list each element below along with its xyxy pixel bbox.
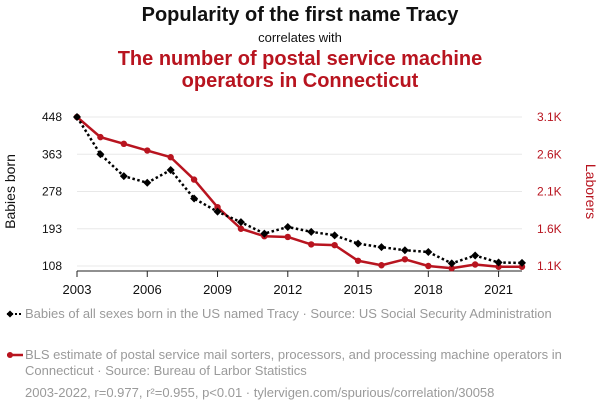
point-tracy	[447, 259, 456, 268]
point-tracy	[73, 113, 81, 121]
x-tick-label: 2012	[273, 282, 302, 297]
series-line-tracy	[75, 116, 523, 265]
point-tracy	[119, 172, 128, 181]
y-left-tick-label: 363	[42, 147, 62, 161]
point-tracy	[143, 178, 152, 187]
point-tracy	[354, 239, 363, 248]
point-tracy	[166, 166, 175, 175]
y-right-axis-label: Laborers	[583, 164, 599, 219]
point-postal	[144, 147, 151, 154]
legend-swatch-red-circle	[7, 352, 23, 358]
chart-subtitle: correlates with	[258, 30, 342, 45]
point-tracy	[213, 207, 222, 216]
x-tick-label: 2015	[344, 282, 373, 297]
x-tick-label: 2021	[484, 282, 513, 297]
point-postal	[214, 203, 221, 211]
point-postal	[97, 133, 104, 141]
point-postal	[308, 241, 315, 248]
grid-lines	[77, 116, 522, 267]
legend-label-tracy: Babies of all sexes born in the US named…	[25, 306, 552, 321]
point-postal	[120, 140, 128, 148]
chart-title: Popularity of the first name Tracy	[141, 4, 459, 26]
y-right-tick-label: 3.1K	[537, 110, 562, 124]
point-tracy	[330, 231, 339, 240]
point-tracy	[283, 222, 292, 231]
point-tracy	[377, 243, 386, 252]
point-tracy	[190, 194, 199, 203]
axes: 108 193 278 363 448 1.1K 1.6K 2.1K 2.6K 3.1K 2003 2…	[2, 110, 599, 297]
y-right-tick-label: 2.1K	[537, 185, 562, 199]
y-left-tick-label: 448	[42, 110, 62, 124]
point-postal	[237, 225, 245, 232]
point-postal	[284, 233, 291, 241]
point-postal	[378, 262, 385, 269]
point-postal	[495, 263, 502, 270]
second-title-line-2: operators in Connecticut	[181, 70, 419, 92]
y-left-tick-label: 108	[42, 259, 62, 273]
point-tracy	[471, 251, 480, 260]
y-left-tick-label: 278	[42, 185, 62, 199]
x-tick-label: 2006	[133, 282, 162, 297]
point-postal	[471, 261, 479, 268]
point-tracy	[400, 246, 409, 255]
point-tracy	[518, 258, 526, 267]
series-markers	[73, 113, 526, 272]
x-tick-label: 2009	[203, 282, 232, 297]
y-right-tick-label: 1.6K	[537, 222, 562, 236]
legend-label-postal: BLS estimate of postal service mail sort…	[25, 347, 562, 378]
chart-second-title: The number of postal service machine ope…	[0, 48, 600, 92]
point-postal	[425, 262, 432, 270]
point-tracy	[494, 258, 503, 267]
y-left-axis-label: Babies born	[2, 154, 18, 229]
series-line-postal	[76, 116, 522, 270]
legend-swatch-dotted-diamond	[6, 310, 23, 318]
footer-stats: 2003-2022, r=0.977, r²=0.955, p<0.01 · t…	[25, 385, 495, 400]
point-tracy	[307, 227, 316, 236]
point-postal	[401, 256, 409, 263]
point-tracy	[96, 150, 105, 159]
series-lines	[75, 116, 523, 270]
point-tracy	[260, 229, 269, 238]
second-title-line-1: The number of postal service machine	[117, 48, 483, 70]
x-tick-label: 2018	[414, 282, 443, 297]
y-left-tick-label: 193	[42, 222, 62, 236]
y-right-tick-label: 2.6K	[537, 147, 562, 161]
point-tracy	[424, 247, 433, 256]
point-postal	[331, 241, 338, 249]
x-tick-label: 2003	[63, 282, 92, 297]
line-chart: 108 193 278 363 448 1.1K 1.6K 2.1K 2.6K 3.1K 2003 2…	[2, 110, 599, 297]
point-postal	[354, 257, 362, 264]
point-postal	[190, 176, 198, 183]
point-postal	[167, 154, 174, 161]
y-right-tick-label: 1.1K	[537, 259, 562, 273]
point-tracy	[236, 218, 245, 227]
point-postal	[448, 265, 455, 272]
